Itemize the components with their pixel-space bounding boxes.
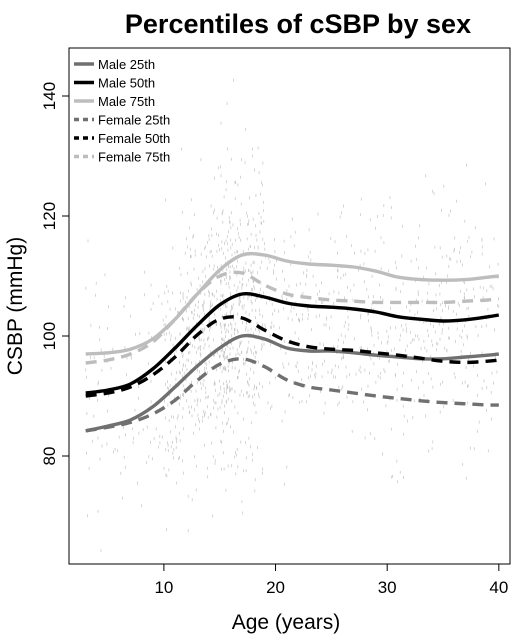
data-point-cloud [85,78,500,553]
legend-label-male-75th: Male 75th [98,94,155,109]
series-line-female-25th [85,357,499,433]
x-axis: 10 20 30 40 [154,564,508,597]
chart-title: Percentiles of cSBP by sex [125,9,471,39]
legend-label-female-25th: Female 25th [98,113,170,128]
scatter-points [85,78,500,553]
x-tick-label: 20 [266,578,285,597]
x-tick-label: 40 [489,578,508,597]
legend-label-female-75th: Female 75th [98,150,170,165]
y-tick-label: 100 [40,322,59,350]
legend: Male 25th Male 50th Male 75th Female 25th Fe… [74,57,170,165]
series-line-male-75th [85,251,499,356]
legend-label-male-50th: Male 50th [98,76,155,91]
x-tick-label: 30 [378,578,397,597]
y-axis-label: CSBP (mmHg) [4,237,27,375]
series-line-male-25th [85,333,499,433]
legend-label-female-50th: Female 50th [98,131,170,146]
x-tick-label: 10 [154,578,173,597]
x-axis-label: Age (years) [232,611,341,634]
legend-label-male-25th: Male 25th [98,57,155,72]
series-line-male-50th [85,291,500,395]
y-tick-label: 80 [40,447,59,466]
series-line-female-50th [85,315,499,398]
percentile-curves [85,251,500,433]
plot-frame [68,47,511,565]
y-tick-label: 120 [40,202,59,230]
y-axis: 80 100 120 140 [40,82,69,466]
series-line-female-75th [85,270,499,365]
y-tick-label: 140 [40,82,59,110]
